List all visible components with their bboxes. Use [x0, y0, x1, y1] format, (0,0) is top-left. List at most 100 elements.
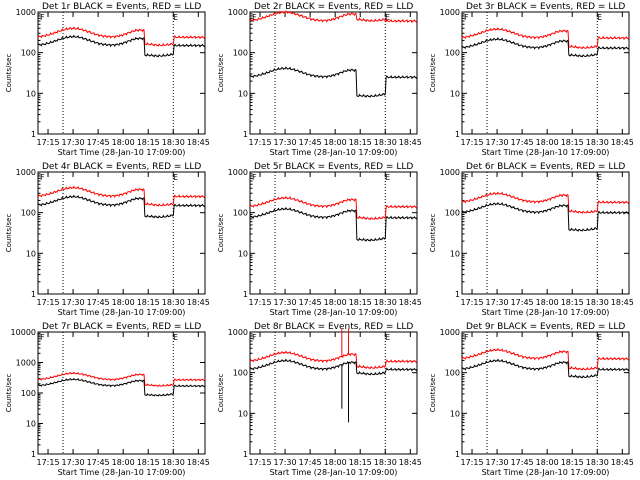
plot-frame	[249, 331, 418, 455]
panel-title: Det 9r BLACK = Events, RED = LLD	[466, 322, 625, 332]
series-lld	[37, 185, 206, 207]
y-tick-label: 1000	[16, 359, 36, 368]
series-lld	[249, 10, 418, 24]
x-tick-label: 18:00	[324, 138, 347, 147]
y-tick-label: 100	[445, 209, 460, 218]
plot-frame	[249, 171, 418, 295]
y-tick-label: 1000	[16, 168, 36, 177]
series-lld	[461, 27, 630, 50]
y-tick-label: 10	[450, 249, 460, 258]
x-axis-label: Start Time (28-Jan-10 17:09:00)	[58, 468, 186, 477]
y-tick-label: 1000	[228, 8, 248, 17]
x-tick-label: 17:45	[299, 138, 322, 147]
series-lld	[37, 26, 206, 47]
y-tick-label: 10	[26, 249, 36, 258]
y-axis-label: Counts/sec	[5, 214, 13, 253]
y-axis-label: Counts/sec	[429, 374, 437, 413]
y-tick-label: 1	[243, 290, 248, 299]
y-tick-label: 10	[26, 420, 36, 429]
y-tick-label: 10	[238, 89, 248, 98]
corner-mark-e: E	[173, 333, 178, 342]
x-tick-label: 18:30	[586, 138, 609, 147]
x-tick-label: 18:00	[536, 298, 559, 307]
corner-mark-e: E	[385, 13, 390, 22]
panel-title: Det 2r BLACK = Events, RED = LLD	[254, 2, 413, 12]
panel-title: Det 4r BLACK = Events, RED = LLD	[42, 162, 201, 172]
panel-title: Det 1r BLACK = Events, RED = LLD	[42, 2, 201, 12]
y-tick-label: 10	[450, 89, 460, 98]
plot-frame	[249, 11, 418, 135]
series-events	[461, 201, 630, 232]
x-tick-label: 17:30	[274, 458, 297, 467]
corner-mark-e: E	[173, 13, 178, 22]
x-tick-label: 17:15	[460, 138, 483, 147]
x-tick-label: 17:45	[299, 298, 322, 307]
series-lld	[461, 191, 630, 215]
series-events	[249, 358, 418, 376]
corner-mark-e: E	[597, 173, 602, 182]
y-tick-label: 1000	[440, 328, 460, 337]
y-tick-label: 100	[233, 209, 248, 218]
y-axis-label: Counts/sec	[5, 374, 13, 413]
x-tick-label: 18:00	[536, 138, 559, 147]
x-tick-label: 18:00	[112, 458, 135, 467]
x-tick-label: 17:15	[248, 458, 271, 467]
plot-frame	[37, 171, 206, 295]
x-tick-label: 17:45	[511, 298, 534, 307]
x-tick-label: 18:45	[399, 138, 422, 147]
x-tick-label: 17:30	[62, 298, 85, 307]
y-tick-label: 1	[243, 130, 248, 139]
y-axis-label: Counts/sec	[217, 214, 225, 253]
x-tick-label: 17:15	[460, 458, 483, 467]
corner-mark-f: F	[40, 333, 45, 342]
x-tick-label: 18:45	[187, 138, 210, 147]
y-tick-label: 10	[26, 89, 36, 98]
y-tick-label: 10000	[11, 328, 36, 337]
y-tick-label: 1000	[440, 8, 460, 17]
x-tick-label: 18:45	[611, 138, 634, 147]
corner-mark-f: F	[252, 13, 257, 22]
y-tick-label: 100	[21, 209, 36, 218]
x-tick-label: 18:00	[112, 298, 135, 307]
plot-frame	[461, 171, 630, 295]
corner-mark-f: F	[40, 13, 45, 22]
x-tick-label: 18:30	[374, 138, 397, 147]
x-tick-label: 18:15	[137, 458, 160, 467]
corner-mark-f: F	[464, 333, 469, 342]
x-tick-label: 17:15	[248, 138, 271, 147]
x-axis-label: Start Time (28-Jan-10 17:09:00)	[58, 308, 186, 317]
x-tick-label: 17:45	[511, 138, 534, 147]
x-tick-label: 18:00	[536, 458, 559, 467]
panel-title: Det 3r BLACK = Events, RED = LLD	[466, 2, 625, 12]
x-axis-label: Start Time (28-Jan-10 17:09:00)	[270, 468, 398, 477]
y-axis-label: Counts/sec	[429, 214, 437, 253]
series-events	[37, 194, 206, 219]
x-tick-label: 17:30	[274, 138, 297, 147]
corner-mark-e: E	[385, 333, 390, 342]
x-tick-label: 18:15	[561, 298, 584, 307]
x-tick-label: 18:30	[586, 458, 609, 467]
y-tick-label: 1000	[228, 328, 248, 337]
x-tick-label: 17:30	[62, 458, 85, 467]
y-tick-label: 1	[31, 130, 36, 139]
x-tick-label: 17:30	[274, 298, 297, 307]
x-tick-label: 18:45	[187, 458, 210, 467]
x-tick-label: 18:30	[374, 458, 397, 467]
x-tick-label: 18:30	[162, 138, 185, 147]
x-tick-label: 17:45	[87, 298, 110, 307]
panel-title: Det 5r BLACK = Events, RED = LLD	[254, 162, 413, 172]
x-tick-label: 17:15	[36, 138, 59, 147]
corner-mark-f: F	[252, 333, 257, 342]
corner-mark-f: F	[464, 173, 469, 182]
series-lld	[37, 371, 206, 387]
x-tick-label: 17:15	[36, 298, 59, 307]
x-axis-label: Start Time (28-Jan-10 17:09:00)	[270, 148, 398, 157]
panel-title: Det 7r BLACK = Events, RED = LLD	[42, 322, 201, 332]
y-tick-label: 100	[445, 369, 460, 378]
x-tick-label: 17:30	[62, 138, 85, 147]
y-axis-label: Counts/sec	[429, 54, 437, 93]
